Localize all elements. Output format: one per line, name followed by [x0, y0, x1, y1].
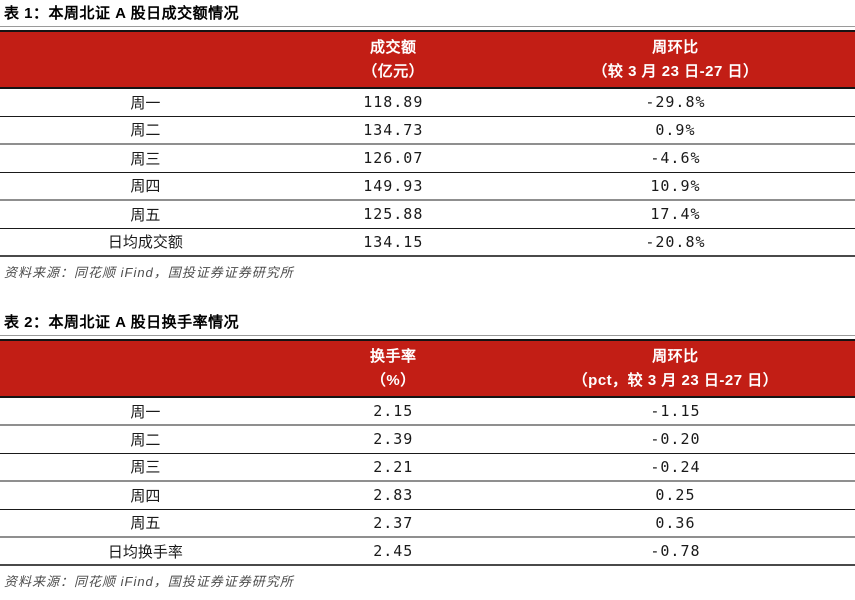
header-line: （亿元）	[362, 62, 425, 80]
day-label: 周五	[0, 509, 291, 538]
table-row: 周四 149.93 10.9%	[0, 172, 855, 201]
header-line: （较 3 月 23 日-27 日）	[592, 62, 759, 80]
value-cell: 2.15	[290, 397, 496, 426]
wow-cell: 10.9%	[495, 172, 855, 201]
header-line: （pct，较 3 月 23 日-27 日）	[572, 371, 779, 389]
day-label: 周二	[0, 116, 291, 145]
value-cell: 134.15	[363, 232, 424, 251]
table1-header-turnover-value: 成交额 （亿元）	[290, 30, 496, 89]
table1-source-note: 资料来源：同花顺 iFind，国投证券证券研究所	[4, 265, 294, 280]
value-cell: 118.89	[290, 88, 496, 117]
table1-section: 表 1：本周北证 A 股日成交额情况 成交额 （亿元） 周环比 （较 3 月 2…	[0, 4, 855, 281]
day-label: 周一	[0, 88, 291, 117]
header-line: （%）	[370, 371, 416, 389]
day-label: 日均换手率	[107, 543, 183, 561]
table2-caption: 表 2：本周北证 A 股日换手率情况	[0, 313, 855, 336]
day-label: 周三	[0, 453, 291, 482]
header-line: 成交额	[370, 38, 417, 56]
wow-cell: -0.78	[650, 542, 701, 560]
table-row-average: 日均成交额 134.15 -20.8%	[0, 228, 855, 256]
table-row: 周一 2.15 -1.15	[0, 397, 855, 426]
wow-cell: 0.36	[495, 509, 855, 538]
table2-header-wow: 周环比 （pct，较 3 月 23 日-27 日）	[495, 339, 855, 398]
wow-cell: 0.25	[495, 481, 855, 510]
value-cell: 149.93	[290, 172, 496, 201]
header-line: 换手率	[370, 347, 417, 365]
table-row: 周三 2.21 -0.24	[0, 453, 855, 482]
value-cell: 2.83	[290, 481, 496, 510]
table1-header-wow: 周环比 （较 3 月 23 日-27 日）	[495, 30, 855, 89]
value-cell: 2.21	[290, 453, 496, 482]
wow-cell: -1.15	[495, 397, 855, 426]
value-cell: 2.37	[290, 509, 496, 538]
wow-cell: -4.6%	[495, 144, 855, 173]
wow-cell: 0.9%	[495, 116, 855, 145]
value-cell: 2.45	[373, 542, 414, 560]
value-cell: 126.07	[290, 144, 496, 173]
table2: 换手率 （%） 周环比 （pct，较 3 月 23 日-27 日） 周一 2.1…	[0, 339, 855, 566]
table2-header-row: 换手率 （%） 周环比 （pct，较 3 月 23 日-27 日）	[0, 339, 855, 398]
table1-caption: 表 1：本周北证 A 股日成交额情况	[0, 4, 855, 27]
table-row: 周一 118.89 -29.8%	[0, 88, 855, 117]
table-row: 周二 134.73 0.9%	[0, 116, 855, 145]
table2-source-note: 资料来源：同花顺 iFind，国投证券证券研究所	[4, 574, 294, 589]
table-row: 周三 126.07 -4.6%	[0, 144, 855, 173]
day-label: 周四	[0, 172, 291, 201]
wow-cell: -20.8%	[645, 232, 706, 251]
wow-cell: 17.4%	[495, 200, 855, 229]
header-line: 周环比	[652, 38, 699, 56]
day-label: 周五	[0, 200, 291, 229]
day-label: 周四	[0, 481, 291, 510]
wow-cell: -0.20	[495, 425, 855, 454]
table2-header-turnover-rate: 换手率 （%）	[290, 339, 496, 398]
table1-header-blank	[0, 30, 291, 89]
table2-header-blank	[0, 339, 291, 398]
table-row-average: 日均换手率 2.45 -0.78	[0, 537, 855, 565]
value-cell: 125.88	[290, 200, 496, 229]
day-label: 周三	[0, 144, 291, 173]
header-line: 周环比	[652, 347, 699, 365]
day-label: 周一	[0, 397, 291, 426]
table1: 成交额 （亿元） 周环比 （较 3 月 23 日-27 日） 周一 118.89…	[0, 30, 855, 257]
wow-cell: -0.24	[495, 453, 855, 482]
table1-header-row: 成交额 （亿元） 周环比 （较 3 月 23 日-27 日）	[0, 30, 855, 89]
table-row: 周五 125.88 17.4%	[0, 200, 855, 229]
value-cell: 134.73	[290, 116, 496, 145]
day-label: 日均成交额	[107, 234, 183, 252]
table2-section: 表 2：本周北证 A 股日换手率情况 换手率 （%） 周环比 （pct，较 3 …	[0, 313, 855, 590]
table-row: 周二 2.39 -0.20	[0, 425, 855, 454]
wow-cell: -29.8%	[495, 88, 855, 117]
day-label: 周二	[0, 425, 291, 454]
value-cell: 2.39	[290, 425, 496, 454]
table-row: 周四 2.83 0.25	[0, 481, 855, 510]
table-row: 周五 2.37 0.36	[0, 509, 855, 538]
